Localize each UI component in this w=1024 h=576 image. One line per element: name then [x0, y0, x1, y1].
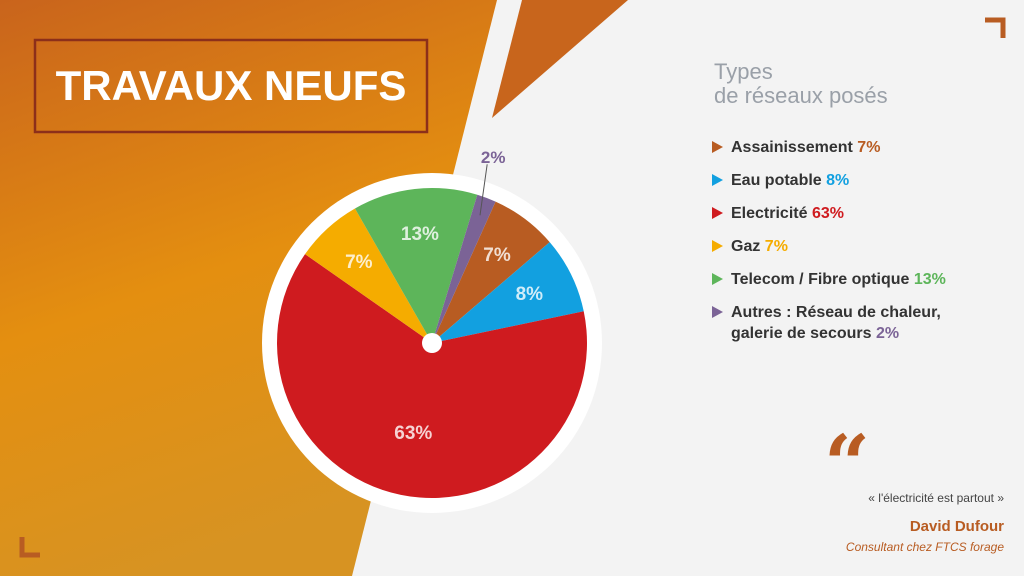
legend-text: Electricité 63%: [731, 203, 844, 224]
pie-slice: [276, 254, 587, 498]
legend-label: Electricité: [731, 205, 808, 222]
pie-slice: [432, 194, 496, 343]
legend-value: 2%: [875, 325, 900, 342]
slice-label: 7%: [345, 252, 373, 273]
slice-label: 2%: [481, 148, 506, 167]
slice-label: 7%: [483, 245, 511, 266]
legend-item: Eau potable 8%: [712, 170, 972, 191]
legend-value: 7%: [764, 238, 788, 255]
slice-label: 63%: [394, 423, 432, 444]
quote-author: David Dufour: [910, 518, 1004, 535]
legend-value: 63%: [811, 205, 844, 222]
legend-label: Telecom / Fibre optique: [731, 271, 910, 288]
pie-slice: [305, 208, 432, 343]
pie-slice: [432, 242, 584, 343]
legend-item: Electricité 63%: [712, 203, 972, 224]
legend-text: Gaz 7%: [731, 236, 788, 257]
slice-label: 8%: [516, 284, 544, 305]
legend-label: Autres : Réseau de chaleur, galerie de s…: [731, 304, 941, 342]
quote-mark: “: [824, 417, 870, 511]
pie-slice: [432, 201, 550, 343]
legend-item: Autres : Réseau de chaleur, galerie de s…: [712, 302, 972, 344]
legend-item: Gaz 7%: [712, 236, 972, 257]
legend-item: Assainissement 7%: [712, 137, 972, 158]
corner-mark: [19, 537, 40, 558]
legend-marker: [712, 174, 723, 186]
title: TRAVAUX NEUFS: [56, 62, 407, 109]
legend-label: Assainissement: [731, 139, 853, 156]
legend-value: 13%: [913, 271, 946, 288]
title-box: [33, 38, 429, 134]
legend-title: de réseaux posés: [714, 83, 888, 108]
legend-title: Types: [714, 59, 773, 84]
legend-text: Telecom / Fibre optique 13%: [731, 269, 946, 290]
legend-marker: [712, 240, 723, 252]
legend-text: Eau potable 8%: [731, 170, 849, 191]
legend-value: 8%: [826, 172, 850, 189]
legend-text: Assainissement 7%: [731, 137, 880, 158]
background-triangle: [492, 0, 628, 118]
corner-mark: [985, 17, 1006, 38]
legend-text: Autres : Réseau de chaleur, galerie de s…: [731, 302, 972, 344]
legend-marker: [712, 207, 723, 219]
pie-hole: [422, 333, 442, 353]
legend-marker: [712, 141, 723, 153]
legend-label: Gaz: [731, 238, 761, 255]
quote-role: Consultant chez FTCS forage: [846, 540, 1004, 554]
legend-label: Eau potable: [731, 172, 822, 189]
legend-marker: [712, 273, 723, 285]
legend-marker: [712, 306, 723, 318]
legend-item: Telecom / Fibre optique 13%: [712, 269, 972, 290]
legend-value: 7%: [857, 139, 881, 156]
pie-slice: [354, 187, 478, 343]
leader-line: [479, 164, 488, 216]
slice-label: 13%: [401, 224, 439, 245]
quote-text: « l'électricité est partout »: [868, 491, 1004, 505]
